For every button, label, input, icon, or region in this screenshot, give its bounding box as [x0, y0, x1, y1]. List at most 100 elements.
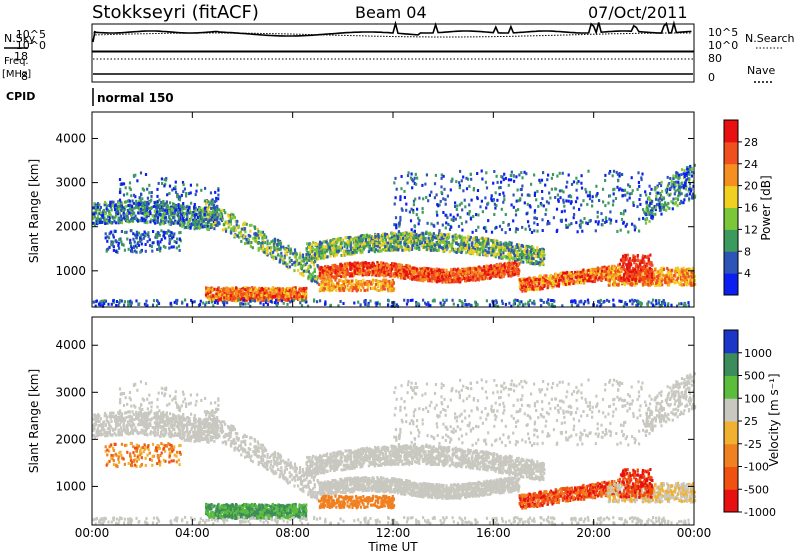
- data-cell: [108, 232, 111, 236]
- data-cell: [263, 298, 266, 302]
- data-cell: [324, 254, 327, 257]
- data-cell: [151, 249, 154, 253]
- data-cell: [137, 211, 140, 215]
- data-cell: [231, 291, 234, 295]
- data-cell: [159, 212, 162, 216]
- data-cell: [496, 242, 499, 245]
- data-cell: [377, 233, 380, 237]
- data-cell: [288, 265, 291, 269]
- data-cell: [102, 208, 105, 212]
- data-cell: [249, 223, 252, 227]
- data-cell: [284, 261, 287, 265]
- data-cell: [478, 242, 482, 246]
- data-cell: [182, 190, 185, 194]
- data-cell: [441, 239, 444, 243]
- data-cell: [403, 242, 406, 246]
- data-cell: [527, 252, 530, 256]
- data-cell: [390, 236, 393, 240]
- data-cell: [120, 240, 123, 244]
- data-cell: [386, 235, 389, 239]
- data-cell: [105, 202, 108, 206]
- data-cell: [130, 249, 133, 252]
- data-cell: [370, 235, 373, 239]
- data-cell: [201, 220, 204, 224]
- data-cell: [139, 171, 143, 175]
- data-cell: [437, 248, 440, 252]
- data-cell: [163, 211, 166, 215]
- data-cell: [281, 260, 284, 263]
- data-cell: [163, 184, 166, 188]
- data-cell: [122, 193, 126, 197]
- data-cell: [312, 263, 315, 267]
- data-cell: [204, 186, 207, 190]
- data-cell: [244, 286, 248, 290]
- data-cell: [223, 292, 226, 296]
- data-cell: [308, 258, 311, 262]
- data-cell: [232, 289, 235, 293]
- data-cell: [217, 299, 220, 302]
- data-cell: [230, 296, 233, 300]
- data-cell: [465, 251, 468, 255]
- data-cell: [527, 260, 530, 264]
- data-cell: [413, 236, 416, 240]
- data-cell: [294, 255, 297, 259]
- data-cell: [112, 248, 115, 252]
- data-cell: [92, 206, 95, 210]
- data-cell: [104, 232, 107, 236]
- data-cell: [126, 237, 129, 241]
- data-cell: [516, 252, 519, 256]
- data-cell: [305, 286, 308, 290]
- data-cell: [93, 223, 96, 227]
- data-cell: [176, 195, 179, 199]
- data-cell: [366, 234, 369, 238]
- data-cell: [543, 257, 546, 261]
- data-cell: [421, 231, 424, 235]
- data-cell: [250, 293, 253, 297]
- data-cell: [156, 240, 159, 244]
- data-cell: [189, 191, 192, 195]
- data-cell: [273, 240, 276, 243]
- data-cell: [211, 298, 214, 302]
- data-cell: [420, 235, 423, 239]
- data-cell: [527, 255, 530, 259]
- data-cell: [272, 239, 275, 243]
- data-cell: [310, 260, 313, 264]
- data-cell: [497, 253, 500, 257]
- data-cell: [313, 253, 316, 257]
- data-cell: [341, 253, 345, 257]
- data-cell: [474, 241, 477, 245]
- data-cell: [340, 240, 343, 244]
- data-cell: [346, 245, 349, 249]
- data-cell: [273, 295, 276, 299]
- data-cell: [112, 240, 115, 244]
- data-cell: [238, 235, 241, 239]
- data-cell: [217, 193, 220, 197]
- data-cell: [235, 290, 238, 294]
- data-cell: [148, 238, 151, 242]
- data-cell: [108, 245, 111, 249]
- data-cell: [141, 187, 144, 191]
- data-cell: [163, 178, 166, 182]
- data-cell: [517, 243, 520, 247]
- data-cell: [502, 248, 506, 252]
- data-cell: [519, 247, 522, 251]
- data-cell: [164, 178, 168, 182]
- data-cell: [253, 287, 256, 291]
- data-cell: [430, 235, 433, 239]
- data-cell: [227, 225, 230, 229]
- data-cell: [397, 248, 400, 251]
- data-cell: [135, 199, 138, 203]
- data-cell: [507, 248, 510, 252]
- data-cell: [276, 253, 280, 257]
- data-cell: [132, 246, 135, 249]
- data-cell: [247, 240, 250, 244]
- data-cell: [160, 229, 163, 233]
- data-cell: [539, 248, 542, 252]
- data-cell: [196, 216, 199, 219]
- data-cell: [115, 213, 118, 217]
- data-cell: [117, 219, 120, 223]
- data-cell: [150, 194, 153, 198]
- data-cell: [214, 190, 217, 194]
- data-cell: [97, 208, 100, 212]
- data-cell: [276, 291, 279, 295]
